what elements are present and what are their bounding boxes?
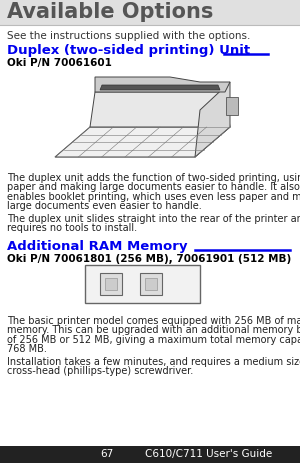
Bar	[100, 274, 122, 295]
Polygon shape	[55, 128, 230, 158]
Polygon shape	[90, 93, 230, 128]
Text: requires no tools to install.: requires no tools to install.	[7, 223, 137, 233]
Text: Oki P/N 70061801 (256 MB), 70061901 (512 MB): Oki P/N 70061801 (256 MB), 70061901 (512…	[7, 253, 291, 263]
Text: The duplex unit slides straight into the rear of the printer and: The duplex unit slides straight into the…	[7, 213, 300, 224]
Text: The basic printer model comes equipped with 256 MB of main: The basic printer model comes equipped w…	[7, 315, 300, 325]
Bar	[85, 265, 200, 303]
Bar	[140, 274, 162, 295]
Text: large documents even easier to handle.: large documents even easier to handle.	[7, 201, 202, 211]
Polygon shape	[95, 78, 230, 93]
Bar	[145, 278, 157, 290]
Text: Available Options: Available Options	[7, 2, 213, 22]
Text: cross-head (phillips-type) screwdriver.: cross-head (phillips-type) screwdriver.	[7, 366, 193, 375]
Bar	[226, 98, 238, 116]
Text: Installation takes a few minutes, and requires a medium size: Installation takes a few minutes, and re…	[7, 356, 300, 366]
Bar	[0, 0, 300, 26]
Text: Duplex (two-sided printing) Unit: Duplex (two-sided printing) Unit	[7, 44, 250, 57]
Text: 67: 67	[100, 448, 113, 458]
Bar	[0, 446, 300, 463]
Text: See the instructions supplied with the options.: See the instructions supplied with the o…	[7, 31, 250, 41]
Text: C610/C711 User's Guide: C610/C711 User's Guide	[145, 448, 272, 458]
Text: memory. This can be upgraded with an additional memory board: memory. This can be upgraded with an add…	[7, 325, 300, 335]
Text: paper and making large documents easier to handle. It also: paper and making large documents easier …	[7, 182, 300, 192]
Text: Additional RAM Memory: Additional RAM Memory	[7, 239, 188, 252]
Polygon shape	[100, 86, 220, 91]
Bar	[105, 278, 117, 290]
Text: 768 MB.: 768 MB.	[7, 344, 47, 354]
Text: Oki P/N 70061601: Oki P/N 70061601	[7, 58, 112, 68]
Text: The duplex unit adds the function of two-sided printing, using less: The duplex unit adds the function of two…	[7, 173, 300, 182]
Polygon shape	[195, 83, 230, 158]
Text: of 256 MB or 512 MB, giving a maximum total memory capacity of: of 256 MB or 512 MB, giving a maximum to…	[7, 334, 300, 344]
Text: enables booklet printing, which uses even less paper and makes: enables booklet printing, which uses eve…	[7, 192, 300, 201]
